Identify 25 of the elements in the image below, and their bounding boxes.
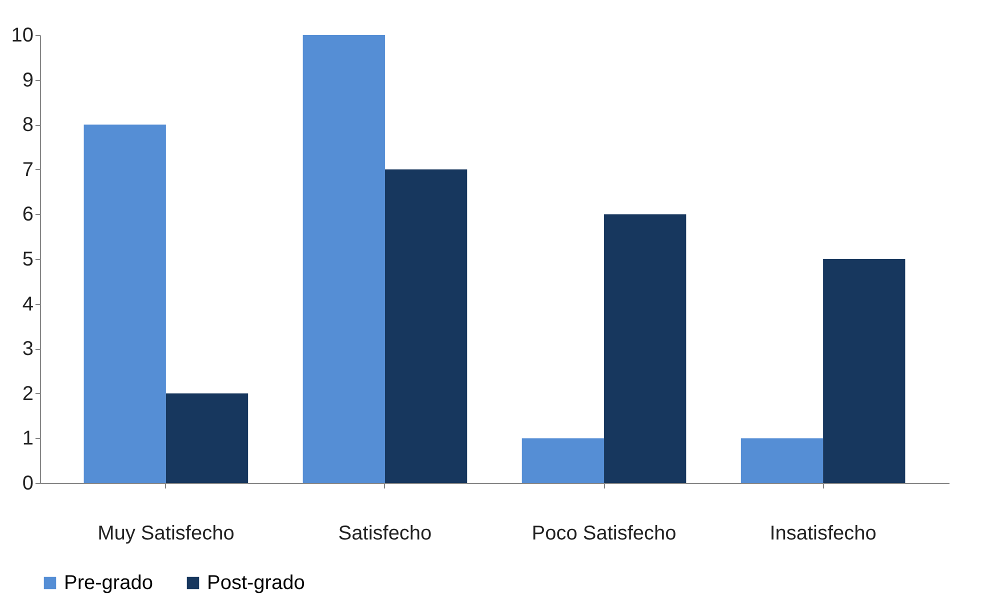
bar [302, 35, 385, 483]
y-tick-label: 1 [22, 428, 34, 450]
y-tick-label: 0 [22, 472, 34, 494]
y-tick-label: 5 [22, 248, 34, 270]
bar [740, 438, 824, 483]
bar [166, 393, 248, 483]
y-tick-label: 9 [22, 69, 34, 92]
y-tick-label: 6 [22, 204, 34, 226]
legend-label: Pre-grado [64, 572, 153, 594]
x-tick-label: Satisfecho [338, 522, 432, 544]
y-tick-label: 3 [22, 338, 34, 360]
bar [604, 214, 686, 483]
x-tick-label: Insatisfecho [770, 522, 876, 544]
y-tick-label: 10 [11, 24, 34, 46]
y-tick-label: 7 [22, 158, 34, 181]
x-tick-label: Poco Satisfecho [532, 522, 676, 544]
y-tick-label: 4 [22, 293, 34, 316]
legend-label: Post-grado [207, 572, 305, 594]
x-tick-label: Muy Satisfecho [98, 522, 234, 544]
bar [84, 124, 166, 483]
y-tick-label: 2 [22, 382, 34, 405]
y-tick-label: 8 [22, 114, 34, 136]
bar [823, 259, 906, 483]
bar [522, 438, 604, 483]
bar [384, 169, 468, 483]
